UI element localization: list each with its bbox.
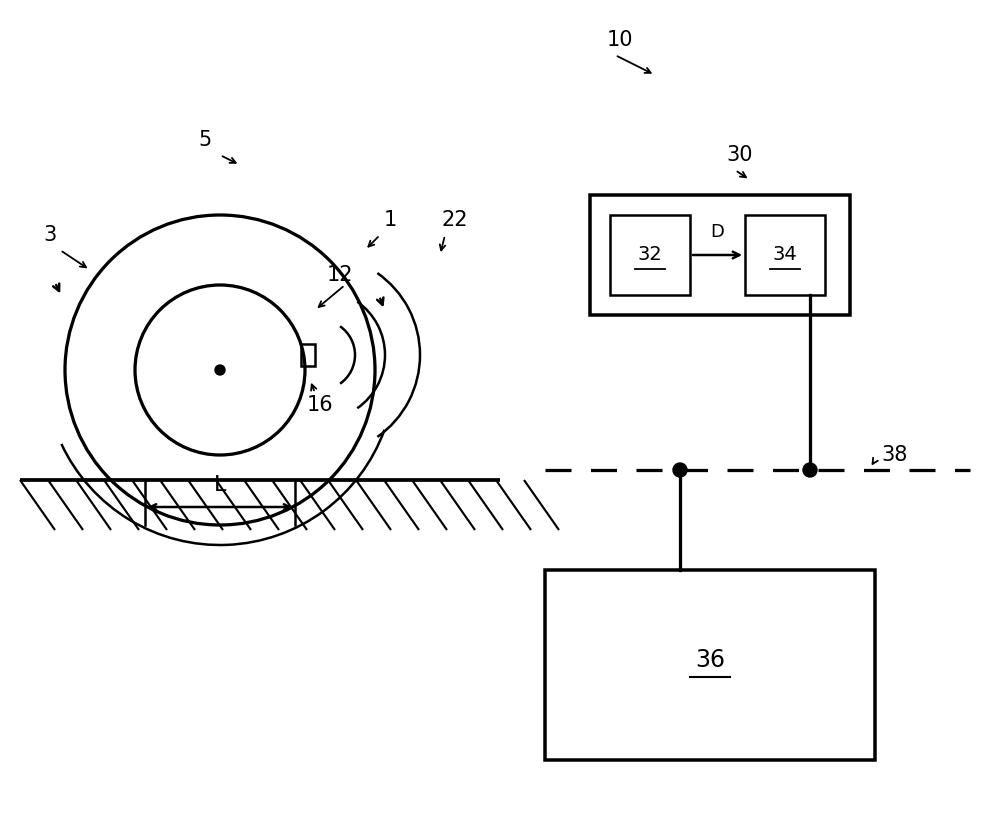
- Bar: [301, 344, 315, 366]
- Bar: [590, 195, 850, 315]
- Bar: [610, 215, 690, 295]
- Text: L: L: [214, 475, 226, 495]
- Text: 34: 34: [773, 246, 797, 265]
- Circle shape: [673, 463, 687, 477]
- Text: 36: 36: [695, 648, 725, 672]
- Text: 30: 30: [727, 145, 753, 165]
- Text: 32: 32: [638, 246, 662, 265]
- Bar: [745, 215, 825, 295]
- Text: 10: 10: [607, 30, 633, 50]
- Text: D: D: [711, 223, 724, 241]
- Text: 38: 38: [882, 445, 908, 465]
- Text: 12: 12: [327, 265, 353, 285]
- Text: 5: 5: [198, 130, 212, 150]
- Text: 16: 16: [307, 395, 333, 415]
- Text: 3: 3: [43, 225, 57, 245]
- Circle shape: [803, 463, 817, 477]
- Circle shape: [215, 365, 225, 375]
- Text: 1: 1: [383, 210, 397, 230]
- Bar: [545, 570, 875, 760]
- Text: 22: 22: [442, 210, 468, 230]
